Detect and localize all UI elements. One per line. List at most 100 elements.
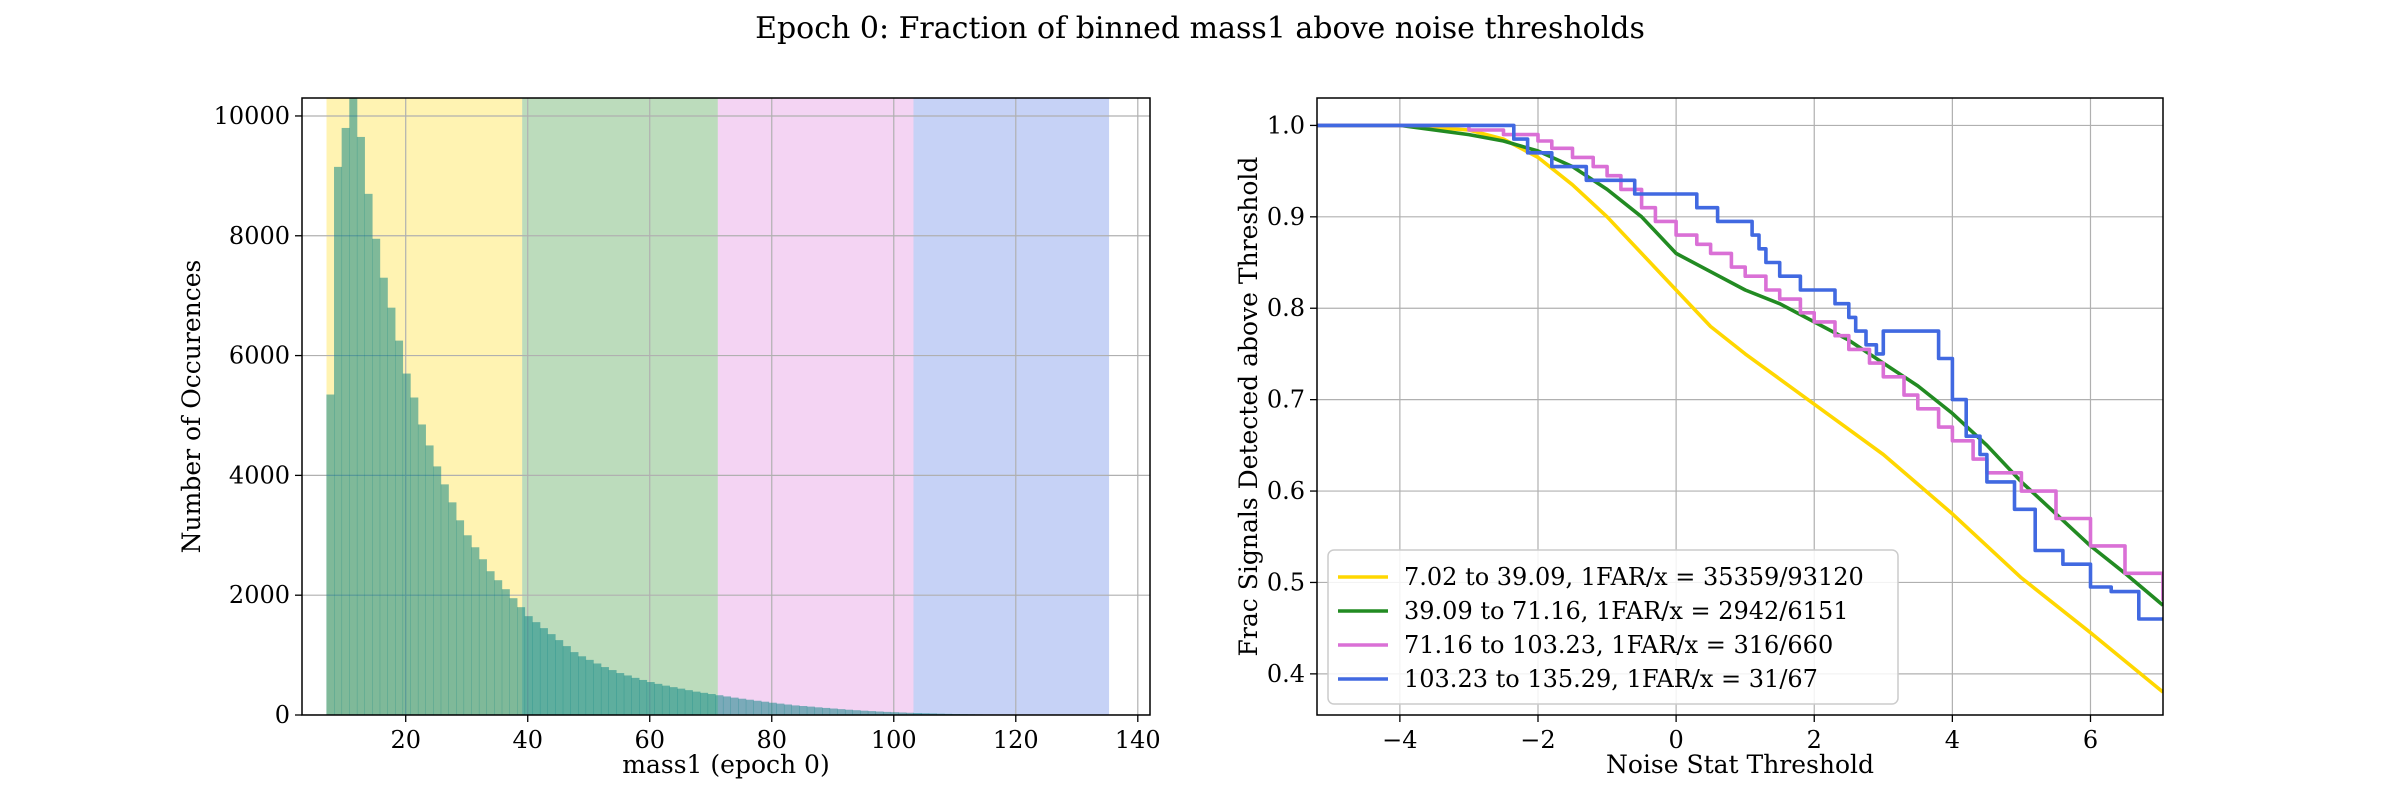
histogram-bar-8 bbox=[387, 307, 396, 715]
histogram-bar-52 bbox=[722, 696, 731, 715]
histogram-bar-77 bbox=[913, 713, 922, 715]
histogram-bar-23 bbox=[501, 589, 510, 715]
y-tick-label-2: 4000 bbox=[229, 461, 290, 489]
histogram-bar-54 bbox=[738, 698, 747, 715]
legend-label-4: 103.23 to 135.29, 1FAR/x = 31/67 bbox=[1404, 665, 1818, 693]
histogram-bar-65 bbox=[822, 707, 831, 715]
y-tick-label-0: 0.4 bbox=[1267, 660, 1305, 688]
series-line-4 bbox=[1317, 123, 2163, 621]
x-tick-label-0: 20 bbox=[390, 726, 421, 754]
histogram-bar-35 bbox=[593, 663, 602, 715]
histogram-bar-57 bbox=[761, 701, 770, 715]
histogram-bar-60 bbox=[783, 704, 792, 715]
histogram-bar-10 bbox=[402, 373, 411, 715]
histogram-bar-15 bbox=[440, 484, 449, 715]
histogram-bar-73 bbox=[883, 711, 892, 715]
y-tick-label-3: 6000 bbox=[229, 342, 290, 370]
histogram-bar-51 bbox=[715, 695, 724, 715]
histogram-bar-46 bbox=[677, 688, 686, 715]
histogram-bar-79 bbox=[928, 713, 937, 715]
histogram-bar-55 bbox=[745, 699, 754, 715]
histogram-bar-56 bbox=[753, 700, 762, 715]
histogram-bar-66 bbox=[829, 708, 838, 715]
y-tick-label-4: 0.8 bbox=[1267, 294, 1305, 322]
histogram-bar-58 bbox=[768, 702, 777, 715]
series-line-3 bbox=[1317, 123, 2163, 601]
histogram-bar-24 bbox=[509, 598, 518, 715]
y-tick-label-0: 0 bbox=[275, 701, 290, 729]
histogram-bar-34 bbox=[585, 659, 594, 715]
y-tick-label-6: 1.0 bbox=[1267, 111, 1305, 139]
histogram-bar-47 bbox=[684, 690, 693, 715]
histogram-bar-25 bbox=[517, 607, 526, 715]
mass-bin-band-3 bbox=[717, 98, 914, 715]
histogram-bar-36 bbox=[600, 667, 609, 715]
histogram-bar-19 bbox=[471, 547, 480, 715]
histogram-bar-48 bbox=[692, 691, 701, 715]
histogram-bar-22 bbox=[494, 580, 503, 715]
x-tick-label-0: −4 bbox=[1382, 726, 1417, 754]
histogram-bar-41 bbox=[639, 679, 648, 715]
histogram-bar-61 bbox=[791, 705, 800, 715]
histogram-bar-59 bbox=[776, 703, 785, 715]
histogram-axes-frame bbox=[301, 97, 1151, 716]
histogram-bar-76 bbox=[905, 712, 914, 715]
histogram-bar-42 bbox=[646, 682, 655, 715]
x-tick-label-4: 4 bbox=[1945, 726, 1960, 754]
histogram-bar-3 bbox=[349, 98, 358, 715]
histogram-bar-70 bbox=[860, 710, 869, 715]
histogram-bar-68 bbox=[844, 709, 853, 715]
x-tick-label-1: −2 bbox=[1520, 726, 1555, 754]
histogram-bar-33 bbox=[578, 656, 587, 715]
legend-box bbox=[1327, 549, 1899, 705]
histogram-bar-5 bbox=[364, 193, 373, 715]
histogram-bar-28 bbox=[539, 628, 548, 715]
histogram-bar-50 bbox=[707, 694, 716, 715]
histogram-bar-74 bbox=[890, 712, 899, 715]
threshold-panel: −4 −2 0 2 4 6 0.4 0.5 0.6 0.7 0.8 0.9 1.0 Noise Stat … bbox=[1234, 97, 2164, 779]
histogram-bar-14 bbox=[433, 466, 442, 715]
histogram-bar-64 bbox=[814, 707, 823, 715]
histogram-bar-71 bbox=[867, 711, 876, 715]
histogram-x-axis-label: mass1 (epoch 0) bbox=[622, 750, 829, 779]
legend-label-3: 71.16 to 103.23, 1FAR/x = 316/660 bbox=[1404, 631, 1833, 659]
histogram-y-axis-label: Number of Occurences bbox=[177, 260, 206, 554]
histogram-bar-9 bbox=[395, 340, 404, 715]
y-tick-label-5: 10000 bbox=[214, 102, 290, 130]
histogram-bar-62 bbox=[799, 706, 808, 715]
histogram-panel: 20 40 60 80 100 120 140 0 2000 4000 6000 8000 10000 m… bbox=[177, 97, 1161, 779]
mass-bin-band-2 bbox=[522, 98, 718, 715]
histogram-bar-38 bbox=[616, 673, 625, 715]
series-line-1 bbox=[1317, 123, 2163, 694]
figure-title: Epoch 0: Fraction of binned mass1 above … bbox=[755, 11, 1645, 46]
legend-label-2: 39.09 to 71.16, 1FAR/x = 2942/6151 bbox=[1404, 597, 1849, 625]
histogram-bar-17 bbox=[456, 520, 465, 715]
histogram-bar-75 bbox=[898, 712, 907, 715]
legend-label-1: 7.02 to 39.09, 1FAR/x = 35359/93120 bbox=[1404, 563, 1864, 591]
histogram-bar-7 bbox=[379, 277, 388, 715]
y-tick-label-4: 8000 bbox=[229, 222, 290, 250]
y-tick-label-5: 0.9 bbox=[1267, 203, 1305, 231]
histogram-bar-53 bbox=[730, 697, 739, 715]
histogram-plot-area bbox=[302, 98, 1150, 715]
histogram-bar-27 bbox=[532, 622, 541, 715]
histogram-bar-29 bbox=[547, 634, 556, 715]
histogram-bar-0 bbox=[326, 394, 335, 715]
x-tick-label-1: 40 bbox=[512, 726, 543, 754]
histogram-bar-11 bbox=[410, 397, 419, 715]
histogram-bar-13 bbox=[425, 445, 434, 715]
y-tick-label-1: 0.5 bbox=[1267, 568, 1305, 596]
histogram-bar-26 bbox=[524, 616, 533, 715]
histogram-bar-4 bbox=[356, 136, 365, 715]
histogram-bar-49 bbox=[700, 692, 709, 715]
histogram-bar-32 bbox=[570, 652, 579, 715]
histogram-bar-30 bbox=[555, 640, 564, 715]
y-tick-label-3: 0.7 bbox=[1267, 386, 1305, 414]
x-tick-label-3: 80 bbox=[756, 726, 787, 754]
histogram-bar-16 bbox=[448, 502, 457, 715]
threshold-y-axis-label: Frac Signals Detected above Threshold bbox=[1234, 157, 1263, 657]
histogram-bar-44 bbox=[661, 685, 670, 715]
threshold-axes-frame bbox=[1316, 97, 2164, 716]
histogram-bar-69 bbox=[852, 710, 861, 715]
